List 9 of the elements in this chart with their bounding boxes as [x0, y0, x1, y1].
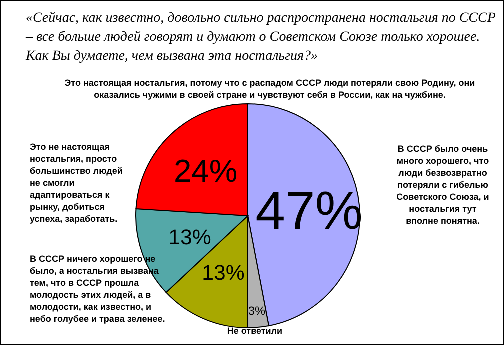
- data-label: 24%: [174, 153, 238, 190]
- chart-title: «Сейчас, как известно, довольно сильно распространена ностальгия по СССР – все больше людей говорят и думают о Советском Союзе только хорошее. Как Вы думаете, чем вызвана эта ностальгия?»: [25, 11, 496, 64]
- data-label: 3%: [248, 304, 266, 318]
- slice-label: В СССР было очень много хорошего, что люди безвозвратно потеряли с гибелью Советского Союза, и ностальгия тут вполне понятна.: [396, 144, 490, 226]
- slice-label: Не ответили: [227, 326, 283, 336]
- data-label: 13%: [202, 261, 245, 286]
- slice-label: Это настоящая ностальгия, потому что с распадом СССР люди потеряли свою Родину, они оказались чужими в своей стране и чувствуют себя в России, как на чужбине.: [64, 78, 476, 100]
- data-label: 13%: [168, 225, 212, 250]
- slice-label: Это не настоящая ностальгия, просто большинство людей не смогли адаптироваться к рынку, добиться успеха, заработать.: [30, 142, 123, 224]
